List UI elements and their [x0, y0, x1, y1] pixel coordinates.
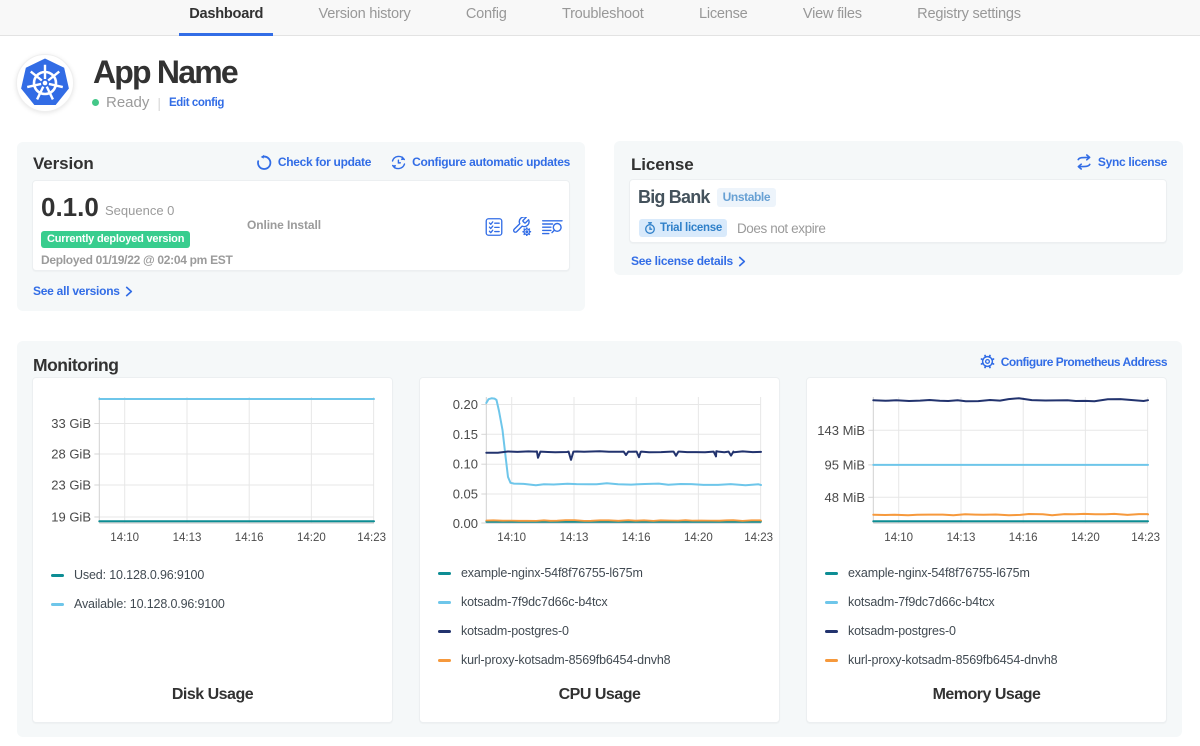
svg-text:0.20: 0.20 — [453, 397, 478, 412]
svg-text:14:10: 14:10 — [110, 532, 139, 544]
svg-text:14:13: 14:13 — [947, 532, 976, 544]
svg-text:33 GiB: 33 GiB — [51, 416, 91, 431]
svg-text:14:13: 14:13 — [173, 532, 202, 544]
svg-text:14:20: 14:20 — [297, 532, 326, 544]
svg-text:95 MiB: 95 MiB — [825, 457, 865, 472]
svg-text:14:10: 14:10 — [884, 532, 913, 544]
svg-text:19 GiB: 19 GiB — [51, 510, 91, 525]
svg-text:14:16: 14:16 — [1009, 532, 1038, 544]
svg-text:0.10: 0.10 — [453, 457, 478, 472]
svg-text:14:16: 14:16 — [235, 532, 264, 544]
svg-text:0.00: 0.00 — [453, 516, 478, 531]
svg-text:14:10: 14:10 — [497, 532, 526, 544]
svg-text:23 GiB: 23 GiB — [51, 478, 91, 493]
svg-text:14:20: 14:20 — [684, 532, 713, 544]
svg-text:14:16: 14:16 — [622, 532, 651, 544]
svg-text:14:13: 14:13 — [560, 532, 589, 544]
svg-text:14:23: 14:23 — [357, 532, 386, 544]
svg-text:0.15: 0.15 — [453, 427, 478, 442]
svg-text:143 MiB: 143 MiB — [817, 423, 865, 438]
svg-text:14:20: 14:20 — [1071, 532, 1100, 544]
svg-text:0.05: 0.05 — [453, 487, 478, 502]
svg-text:14:23: 14:23 — [744, 532, 773, 544]
svg-text:48 MiB: 48 MiB — [825, 490, 865, 505]
svg-text:14:23: 14:23 — [1131, 532, 1160, 544]
svg-text:28 GiB: 28 GiB — [51, 447, 91, 462]
